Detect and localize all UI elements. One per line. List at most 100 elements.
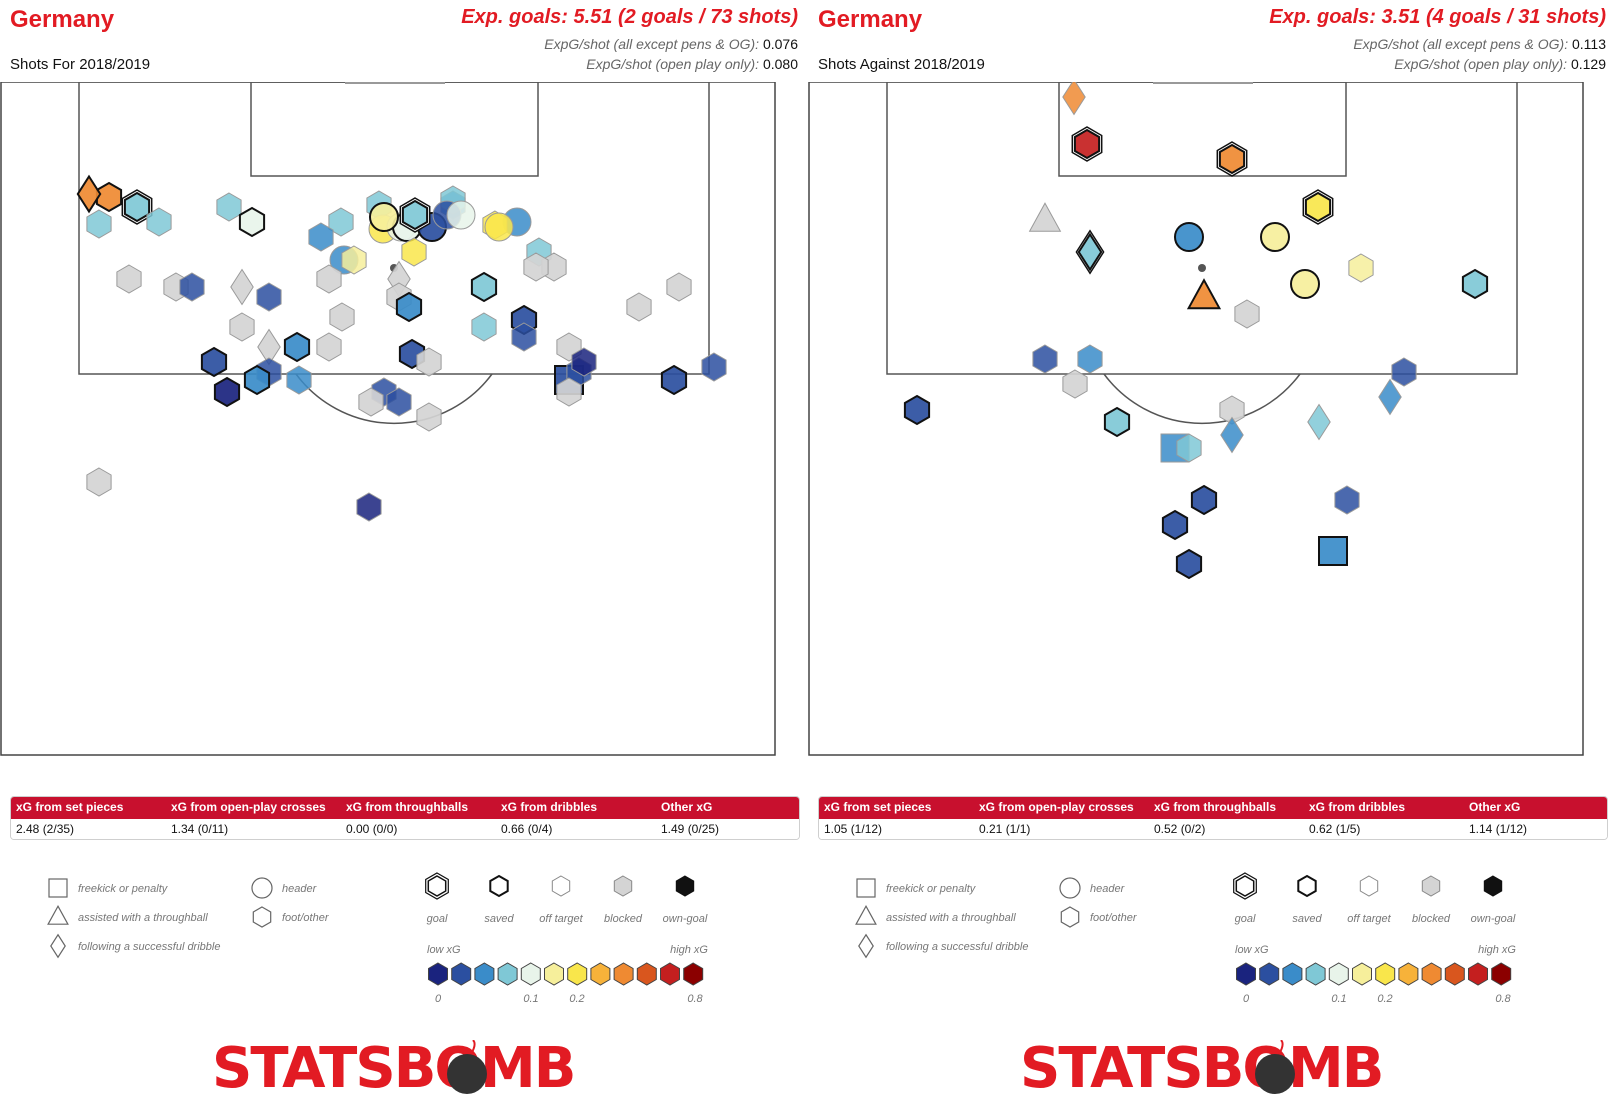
shot-marker bbox=[471, 312, 497, 342]
shot-marker bbox=[1220, 416, 1244, 454]
shot-marker bbox=[484, 212, 514, 242]
shot-marker bbox=[1307, 403, 1331, 441]
legend-shape-triangle bbox=[855, 904, 877, 925]
legend-outcome-4 bbox=[1483, 875, 1503, 897]
shot-marker bbox=[229, 312, 255, 342]
legend-scale-low: low xG bbox=[1235, 944, 1269, 956]
chart-subtitle: Shots For 2018/2019 bbox=[10, 56, 151, 73]
xg-scale-swatch bbox=[1421, 962, 1442, 986]
shot-marker bbox=[123, 191, 151, 223]
shot-marker bbox=[308, 222, 334, 252]
legend-outcome-1 bbox=[489, 874, 509, 898]
bomb-icon bbox=[1255, 1040, 1295, 1094]
xg-scale-tick: 0.8 bbox=[687, 993, 703, 1005]
legend-shape-label: following a successful dribble bbox=[886, 941, 1028, 953]
statsbomb-logo: STATSBOMB bbox=[1020, 1036, 1384, 1101]
chart-subtitle: Shots Against 2018/2019 bbox=[818, 56, 985, 73]
shots-for-panel: Germany Shots For 2018/2019 Exp. goals: … bbox=[0, 0, 808, 1101]
xg-table-cell: 0.62 (1/5) bbox=[1309, 822, 1361, 836]
shot-marker bbox=[903, 394, 931, 426]
legend-outcome-4 bbox=[675, 875, 695, 897]
xg-per-shot-all: ExpG/shot (all except pens & OG): 0.113 bbox=[1353, 36, 1606, 52]
xg-table-header-cell: Other xG bbox=[661, 800, 713, 814]
xg-table-cell: 0.00 (0/0) bbox=[346, 822, 398, 836]
xg-scale-swatch bbox=[567, 962, 588, 986]
shot-marker bbox=[1077, 344, 1103, 374]
shot-marker bbox=[216, 192, 242, 222]
xg-scale-tick: 0 bbox=[1243, 993, 1250, 1005]
shot-marker bbox=[1218, 143, 1246, 175]
shot-marker bbox=[416, 402, 442, 432]
xg-table-header-cell: Other xG bbox=[1469, 800, 1521, 814]
legend-shape-label: assisted with a throughball bbox=[886, 912, 1016, 924]
xg-scale-tick: 0.8 bbox=[1495, 993, 1511, 1005]
xg-scale-swatch bbox=[1352, 962, 1372, 986]
pitch-shot-map bbox=[0, 82, 776, 756]
shot-marker bbox=[369, 202, 399, 232]
shot-marker bbox=[341, 245, 367, 275]
shot-map-legend: freekick or penalty assisted with a throu… bbox=[47, 872, 708, 1005]
xg-headline: Exp. goals: 5.51 (2 goals / 73 shots) bbox=[461, 6, 798, 28]
xg-scale-swatch bbox=[497, 962, 518, 986]
legend-outcome-label: saved bbox=[484, 913, 514, 925]
shot-marker bbox=[1290, 269, 1320, 299]
xg-scale-swatch bbox=[1468, 962, 1488, 986]
legend-outcome-label: blocked bbox=[1412, 913, 1451, 925]
xg-scale-swatch bbox=[613, 962, 634, 986]
xg-table-header-cell: xG from set pieces bbox=[824, 800, 932, 814]
xg-table-row: 2.48 (2/35) 1.34 (0/11) 0.00 (0/0) 0.66 … bbox=[11, 819, 799, 839]
penalty-spot bbox=[1198, 264, 1206, 272]
shot-marker bbox=[146, 207, 172, 237]
shot-marker bbox=[86, 209, 112, 239]
shot-marker bbox=[511, 322, 537, 352]
statsbomb-logo: STATSBOMB bbox=[212, 1036, 576, 1101]
legend-scale-high: high xG bbox=[1478, 944, 1516, 956]
shot-marker bbox=[446, 200, 476, 230]
xg-table-header: xG from set pieces xG from open-play cro… bbox=[11, 797, 799, 819]
xg-scale-swatch bbox=[1375, 962, 1396, 986]
shot-marker bbox=[1161, 509, 1189, 541]
shot-marker bbox=[1028, 202, 1062, 232]
shot-marker bbox=[1334, 485, 1360, 515]
xg-scale-swatch bbox=[1305, 962, 1326, 986]
shot-marker bbox=[316, 264, 342, 294]
xg-headline: Exp. goals: 3.51 (4 goals / 31 shots) bbox=[1269, 6, 1606, 28]
legend-shape-square bbox=[48, 878, 68, 898]
shot-marker bbox=[200, 346, 228, 378]
shot-marker bbox=[116, 264, 142, 294]
shot-marker bbox=[1391, 357, 1417, 387]
legend-outcome-label: saved bbox=[1292, 913, 1322, 925]
xg-scale-tick: 0 bbox=[435, 993, 442, 1005]
legend-shape-square bbox=[856, 878, 876, 898]
legend-outcome-1 bbox=[1297, 874, 1317, 898]
legend-outcome-0 bbox=[1235, 875, 1255, 897]
xg-table-cell: 0.66 (0/4) bbox=[501, 822, 553, 836]
shot-marker bbox=[316, 332, 342, 362]
xg-scale-swatch bbox=[1398, 962, 1419, 986]
shot-marker bbox=[386, 387, 412, 417]
xg-table-row: 1.05 (1/12) 0.21 (1/1) 0.52 (0/2) 0.62 (… bbox=[819, 819, 1607, 839]
xg-scale-tick: 0.1 bbox=[523, 993, 538, 1005]
shot-marker bbox=[556, 377, 582, 407]
pitch-outline bbox=[808, 82, 1584, 756]
xg-table-cell: 2.48 (2/35) bbox=[16, 822, 75, 836]
xg-scale-swatch bbox=[1259, 962, 1280, 986]
xg-table-header-cell: xG from dribbles bbox=[1309, 800, 1406, 814]
shot-marker bbox=[329, 302, 355, 332]
stat-label: ExpG/shot (all except pens & OG): bbox=[1353, 36, 1569, 52]
stat-label: ExpG/shot (all except pens & OG): bbox=[544, 36, 760, 52]
legend-body-circle bbox=[251, 877, 273, 899]
xg-scale-tick: 0.2 bbox=[569, 993, 584, 1005]
shot-marker bbox=[1461, 268, 1489, 300]
shot-marker bbox=[286, 365, 312, 395]
shot-marker bbox=[86, 467, 112, 497]
shot-marker bbox=[401, 237, 427, 267]
xg-per-shot-open-play: ExpG/shot (open play only): 0.080 bbox=[586, 56, 798, 72]
shot-marker bbox=[358, 387, 384, 417]
penalty-area bbox=[886, 82, 1518, 375]
shot-marker bbox=[1304, 191, 1332, 223]
xg-scale-swatch bbox=[1444, 962, 1465, 986]
xg-table-header: xG from set pieces xG from open-play cro… bbox=[819, 797, 1607, 819]
shot-marker bbox=[1175, 548, 1203, 580]
xg-table-cell: 0.52 (0/2) bbox=[1154, 822, 1206, 836]
